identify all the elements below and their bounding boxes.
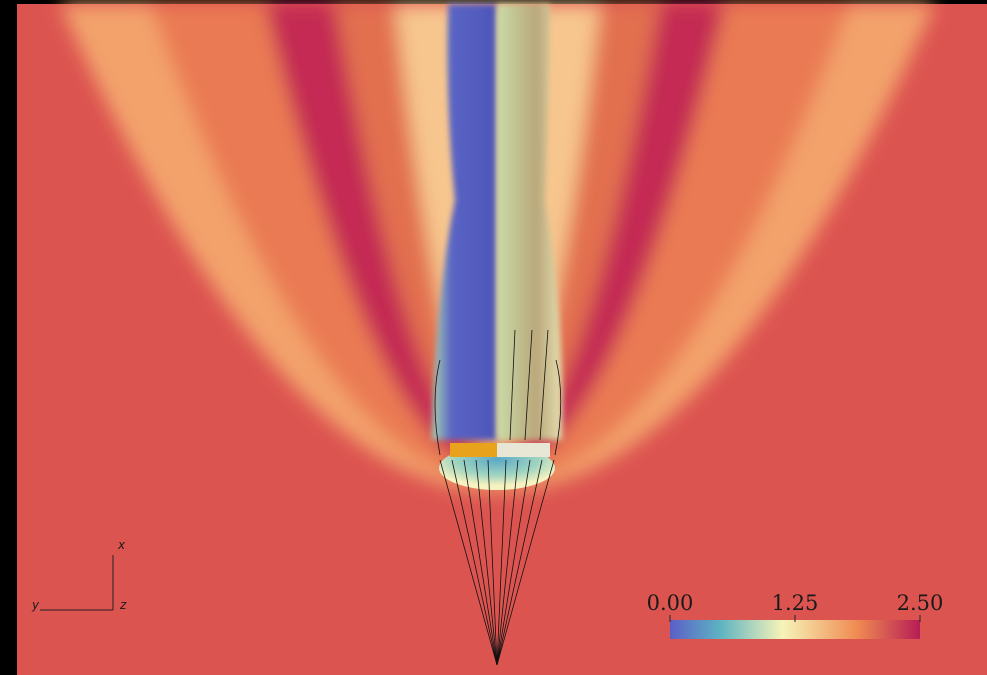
capsule — [497, 443, 550, 457]
tick-label: 1.25 — [772, 591, 819, 615]
tick-label: 2.50 — [897, 591, 944, 615]
colorbar — [670, 620, 920, 639]
suspension-lines — [434, 329, 562, 666]
axis-label: y — [31, 598, 40, 612]
colorbar-ticks: 0.00 1.25 2.50 — [647, 591, 944, 622]
wake-plume — [432, 4, 563, 440]
axes-triad — [40, 555, 114, 611]
tick-label: 0.00 — [647, 591, 694, 615]
axis-label: x — [117, 538, 126, 552]
axis-label: z — [119, 598, 127, 612]
capsule — [450, 443, 497, 457]
